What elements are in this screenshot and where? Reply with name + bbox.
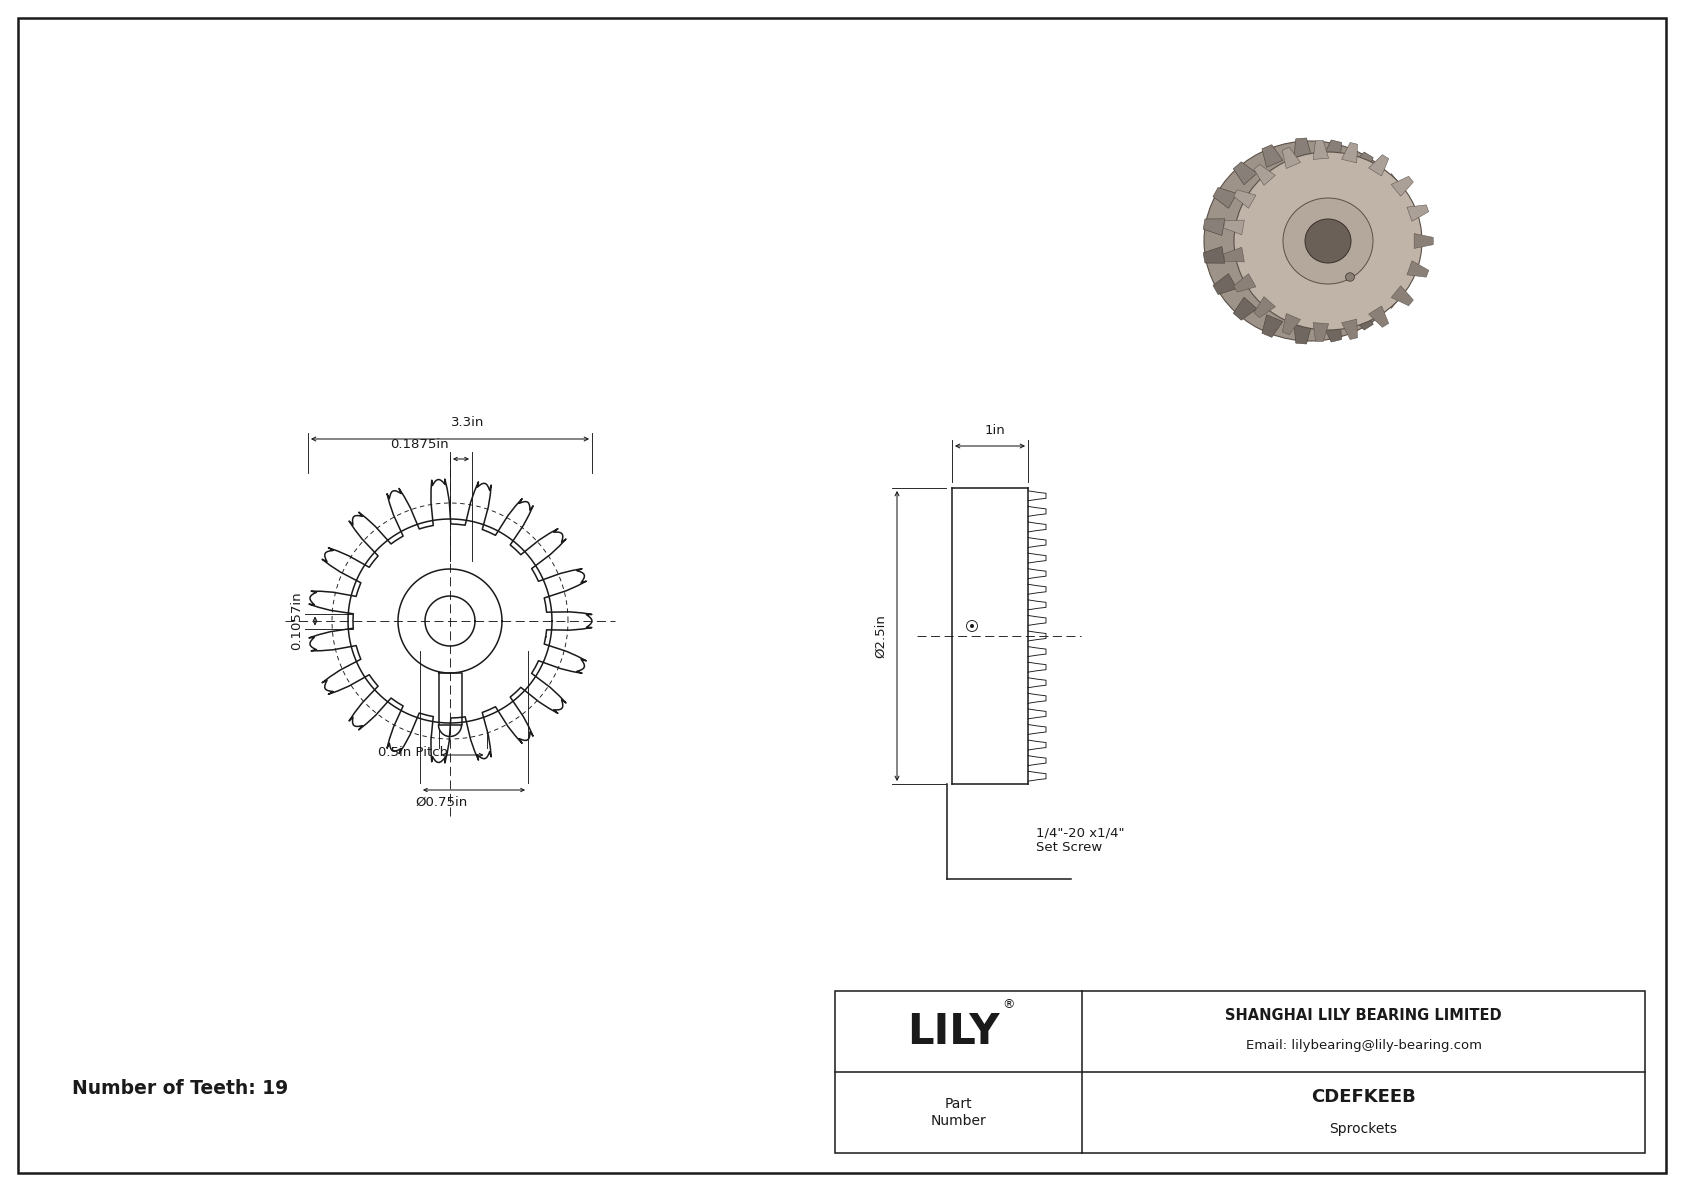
Ellipse shape <box>1346 273 1354 281</box>
Polygon shape <box>1234 274 1256 292</box>
Polygon shape <box>1391 176 1413 197</box>
Polygon shape <box>1406 205 1428 222</box>
Polygon shape <box>1391 286 1413 306</box>
Polygon shape <box>1224 248 1244 262</box>
Polygon shape <box>1342 319 1357 339</box>
Polygon shape <box>1233 162 1256 185</box>
Polygon shape <box>1351 307 1372 330</box>
Polygon shape <box>1369 155 1389 176</box>
Polygon shape <box>1374 286 1398 308</box>
Polygon shape <box>1342 143 1357 163</box>
Polygon shape <box>1293 138 1312 157</box>
Text: Part
Number: Part Number <box>931 1097 987 1128</box>
Polygon shape <box>1261 314 1283 337</box>
Polygon shape <box>1233 298 1256 320</box>
Text: 1in: 1in <box>985 424 1005 437</box>
Bar <box>835 991 1645 1153</box>
Polygon shape <box>1202 219 1224 236</box>
Text: 0.1057in: 0.1057in <box>290 592 303 650</box>
Text: Number of Teeth: 19: Number of Teeth: 19 <box>72 1079 288 1098</box>
Ellipse shape <box>1204 141 1416 341</box>
Polygon shape <box>1398 232 1418 249</box>
Polygon shape <box>1255 164 1275 186</box>
Text: Email: lilybearing@lily-bearing.com: Email: lilybearing@lily-bearing.com <box>1246 1039 1482 1052</box>
Polygon shape <box>1324 320 1342 342</box>
Polygon shape <box>1234 189 1256 208</box>
Text: Ø0.75in: Ø0.75in <box>414 796 466 809</box>
Text: ®: ® <box>1002 998 1015 1011</box>
Polygon shape <box>1391 261 1413 279</box>
Polygon shape <box>1415 233 1433 249</box>
Ellipse shape <box>1234 152 1421 330</box>
Polygon shape <box>1255 297 1275 318</box>
Polygon shape <box>1314 323 1329 342</box>
Text: SHANGHAI LILY BEARING LIMITED: SHANGHAI LILY BEARING LIMITED <box>1226 1008 1502 1023</box>
Text: CDEFKEEB: CDEFKEEB <box>1312 1087 1416 1105</box>
Text: 0.1875in: 0.1875in <box>391 438 448 451</box>
Polygon shape <box>1293 324 1312 344</box>
Polygon shape <box>1282 148 1300 168</box>
Polygon shape <box>1406 261 1428 278</box>
Polygon shape <box>1369 306 1389 328</box>
Polygon shape <box>1391 202 1413 222</box>
Polygon shape <box>1212 187 1238 208</box>
Polygon shape <box>1314 141 1329 160</box>
Text: LILY: LILY <box>908 1010 1000 1053</box>
Polygon shape <box>1374 174 1398 197</box>
Polygon shape <box>1224 220 1244 235</box>
Polygon shape <box>1261 144 1283 167</box>
Text: 1/4"-20 x1/4"
Set Screw: 1/4"-20 x1/4" Set Screw <box>1036 827 1125 854</box>
Polygon shape <box>1324 141 1342 162</box>
Ellipse shape <box>1305 219 1351 263</box>
Ellipse shape <box>1283 198 1372 283</box>
Polygon shape <box>1212 274 1238 294</box>
Polygon shape <box>1351 152 1372 175</box>
Text: Ø2.5in: Ø2.5in <box>874 615 887 657</box>
Text: 0.5in Pitch: 0.5in Pitch <box>377 747 448 760</box>
Circle shape <box>970 625 973 628</box>
Text: Sprockets: Sprockets <box>1330 1122 1398 1135</box>
Text: 3.3in: 3.3in <box>451 416 485 429</box>
Polygon shape <box>1282 313 1300 335</box>
Polygon shape <box>1202 247 1224 263</box>
